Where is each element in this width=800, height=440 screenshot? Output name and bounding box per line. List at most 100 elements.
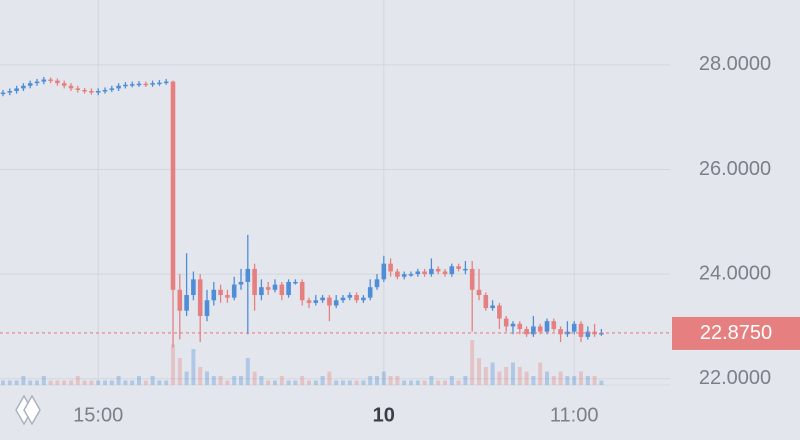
volume-bar (402, 380, 407, 385)
volume-bar (14, 380, 19, 385)
volume-bar (225, 380, 230, 385)
volume-bar (551, 376, 556, 385)
candle-body (361, 297, 366, 301)
candle-body (551, 321, 557, 330)
candle-body (157, 82, 162, 85)
volume-bar (41, 376, 46, 385)
candle-body (265, 287, 271, 290)
volume-bar (531, 376, 536, 385)
candle-body (340, 297, 346, 301)
x-tick-label: 10 (373, 404, 395, 426)
candle-body (279, 284, 285, 296)
logo (15, 394, 41, 426)
candle-body (565, 331, 570, 335)
volume-bar (109, 380, 114, 385)
volume-bar (477, 358, 481, 385)
volume-bar (137, 376, 141, 385)
volume-bar (538, 362, 543, 385)
candle-body (0, 92, 6, 95)
volume-bar (545, 371, 549, 385)
volume-bar (116, 376, 121, 385)
candle-body (313, 300, 319, 303)
candle-body (163, 81, 169, 84)
candle-body (89, 91, 94, 93)
candle-body (347, 295, 353, 298)
volume-bar (232, 376, 237, 385)
candle-body (327, 297, 332, 306)
candle-body (483, 295, 489, 309)
volume-bar (436, 380, 441, 385)
volume-bar (279, 376, 284, 385)
candle-body (41, 79, 47, 82)
volume-bar (55, 380, 60, 385)
candle-body (143, 83, 149, 86)
candle-body (333, 300, 339, 306)
volume-bar (164, 380, 169, 385)
volume-bar (62, 380, 67, 385)
candle-body (367, 287, 373, 298)
volume-bar (470, 340, 475, 385)
volume-bar (218, 376, 223, 385)
candle-body (408, 274, 414, 276)
candle-body (48, 79, 53, 82)
volume-bar (463, 376, 468, 385)
volume-bar (307, 380, 311, 385)
candle-body (170, 81, 176, 290)
x-tick-label: 15:00 (73, 404, 123, 426)
candle-body (68, 85, 74, 89)
volume-bar (273, 380, 277, 385)
volume-bar (286, 380, 291, 385)
volume-bar (143, 380, 148, 385)
candle-body (123, 84, 128, 87)
candle-body (116, 85, 121, 89)
volume-bar (327, 371, 332, 385)
candle-body (395, 271, 400, 277)
candle-body (456, 266, 461, 269)
candle-body (259, 287, 264, 296)
candle-body (401, 274, 407, 277)
volume-bar (579, 371, 583, 385)
volume-bar (7, 380, 12, 385)
candle-body (218, 289, 223, 296)
volume-bar (483, 367, 488, 385)
volume-bar (565, 376, 570, 385)
candle-body (238, 281, 244, 285)
volume-bar (1, 380, 5, 385)
volume-bar (517, 367, 522, 385)
candle-body (469, 268, 475, 290)
volume-bar (409, 380, 413, 385)
candle-body (75, 88, 81, 90)
candle-body (204, 300, 210, 316)
volume-bar (381, 371, 386, 385)
candle-body (463, 268, 468, 271)
volume-bar (89, 380, 94, 385)
candle-body (531, 326, 536, 335)
y-tick-label: 28.0000 (699, 53, 771, 75)
volume-bar (395, 376, 400, 385)
candle-body (320, 297, 325, 301)
candle-body (191, 279, 196, 296)
volume-bar (266, 380, 271, 385)
candle-body (197, 279, 203, 316)
candle-body (354, 295, 359, 301)
volume-bar (347, 380, 352, 385)
volume-bar (504, 367, 509, 385)
y-tick-label: 22.0000 (699, 367, 771, 389)
candle-body (599, 332, 604, 335)
volume-bar (82, 380, 87, 385)
candle-body (585, 331, 591, 337)
candle-body (21, 85, 26, 89)
y-tick-label: 24.0000 (699, 262, 771, 284)
volume-bar (96, 380, 101, 385)
volume-bar (252, 371, 257, 385)
volume-bar (341, 380, 345, 385)
candle-body (497, 305, 502, 319)
volume-bar (456, 380, 461, 385)
volume-bar (245, 358, 250, 385)
volume-bar (157, 380, 162, 385)
candle-body (435, 268, 441, 272)
grid (0, 0, 670, 385)
volume-bar (211, 376, 216, 385)
candle-body (55, 80, 60, 84)
volume-bar (103, 380, 107, 385)
